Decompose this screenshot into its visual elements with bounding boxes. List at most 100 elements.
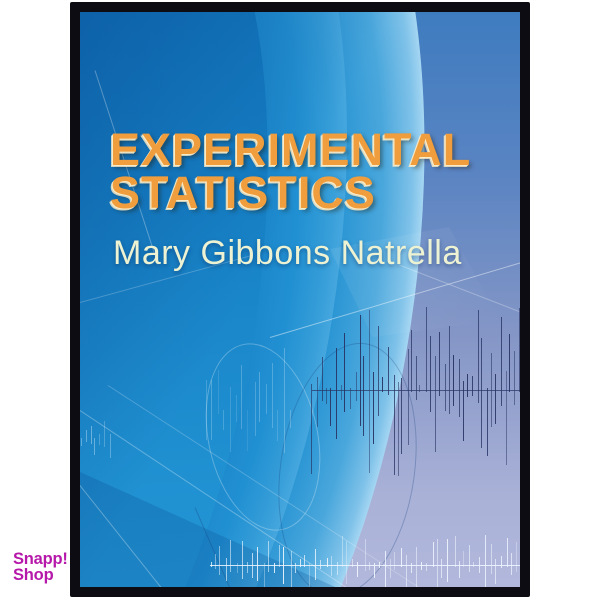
chart-line	[508, 334, 510, 392]
chart-line	[263, 563, 265, 587]
chart-line	[401, 378, 403, 454]
chart-line	[406, 554, 408, 587]
chart-line	[429, 336, 431, 412]
chart-line	[330, 556, 332, 576]
chart-line	[359, 314, 361, 427]
chart-line	[463, 551, 465, 567]
chart-line	[241, 540, 243, 579]
chart-line	[290, 410, 292, 429]
chart-line	[335, 347, 337, 440]
chart-line	[495, 558, 497, 584]
chart-line	[277, 410, 278, 442]
chart-line	[378, 561, 380, 568]
shop-watermark-line1: Snapp!	[13, 550, 68, 568]
chart-line	[90, 425, 92, 444]
chart-line	[481, 338, 483, 448]
chart-line	[500, 555, 502, 569]
chart-line	[240, 364, 242, 430]
chart-line	[300, 558, 301, 567]
chart-line	[80, 438, 82, 446]
chart-line	[246, 410, 248, 452]
chart-line	[215, 553, 217, 570]
chart-line	[410, 563, 412, 574]
chart-line	[432, 541, 434, 567]
chart-line	[484, 535, 486, 587]
chart-line	[258, 372, 260, 423]
chart-line	[99, 433, 101, 445]
chart-line	[521, 541, 522, 572]
chart-line	[341, 535, 343, 567]
chart-line	[448, 325, 450, 415]
chart-line	[446, 539, 448, 582]
chart-line	[407, 348, 409, 446]
corner-shade	[80, 12, 520, 587]
chart-line	[525, 388, 526, 405]
chart-line	[283, 347, 285, 453]
chart-line	[210, 380, 212, 440]
chart-line	[436, 539, 438, 587]
chart-line	[229, 540, 231, 572]
chart-line	[478, 557, 480, 573]
shop-watermark-line2: Shop	[13, 566, 54, 584]
chart-line	[458, 561, 460, 578]
chart-line	[322, 357, 324, 402]
chart-line	[210, 561, 212, 567]
chart-line	[341, 384, 343, 400]
chart-line	[271, 363, 273, 428]
chart-line	[463, 380, 465, 441]
chart-line	[357, 562, 359, 578]
chart-line	[384, 551, 386, 587]
chart-line	[290, 550, 292, 587]
chart-line	[362, 356, 364, 436]
chart-line	[411, 329, 413, 392]
chart-line	[247, 561, 249, 573]
chart-line	[255, 382, 256, 437]
chart-line	[94, 438, 96, 455]
cover-art-charts	[80, 12, 520, 587]
chart-line	[439, 331, 441, 397]
chart-line	[452, 355, 454, 407]
chart-line	[343, 332, 345, 412]
book-author: Mary Gibbons Natrella	[113, 234, 462, 272]
chart-line	[217, 370, 219, 414]
bottom-run-chart-axis	[210, 565, 520, 566]
chart-line	[454, 535, 456, 567]
book-title: EXPERIMENTAL STATISTICS	[110, 127, 471, 218]
chart-line	[350, 388, 352, 409]
chart-line	[219, 546, 221, 576]
chart-line	[268, 540, 270, 573]
chart-line	[109, 434, 111, 459]
chart-line	[374, 563, 376, 579]
chart-line	[237, 563, 239, 573]
cover-artwork	[80, 12, 520, 587]
chart-line	[468, 545, 470, 572]
chart-line	[310, 384, 312, 474]
chart-line	[327, 557, 328, 567]
chart-line	[364, 539, 366, 572]
chart-line	[506, 538, 508, 567]
chart-line	[304, 555, 305, 567]
chart-line	[309, 563, 311, 587]
chart-line	[473, 561, 475, 567]
chart-line	[390, 558, 392, 578]
chart-line	[355, 371, 357, 401]
chart-line	[319, 560, 321, 569]
chart-line	[415, 356, 417, 401]
chart-line	[314, 548, 316, 580]
chart-line	[337, 562, 339, 575]
chart-line	[352, 558, 354, 567]
chart-line	[426, 563, 428, 571]
chart-line	[382, 377, 384, 392]
shop-watermark: Snapp! Shop	[13, 550, 68, 584]
chart-line	[467, 373, 469, 397]
chart-line	[206, 380, 207, 441]
chart-line	[316, 376, 318, 427]
chart-line	[513, 350, 515, 405]
chart-line	[494, 374, 496, 425]
chart-line	[477, 309, 479, 403]
book-title-line2: STATISTICS	[110, 167, 376, 218]
chart-line	[444, 364, 446, 411]
chart-line	[420, 561, 422, 570]
chart-line	[252, 553, 254, 578]
